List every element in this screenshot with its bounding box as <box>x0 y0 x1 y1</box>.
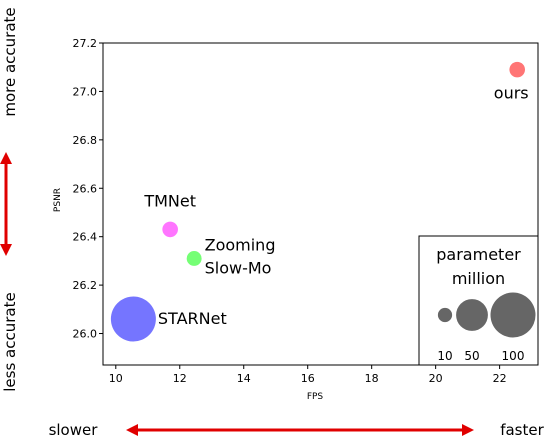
x-tick-label: 16 <box>301 372 315 385</box>
point-label: STARNet <box>158 309 227 328</box>
size-legend-label: 10 <box>437 349 452 363</box>
horizontal-arrow-head-left <box>126 424 138 436</box>
y-tick-label: 26.4 <box>73 231 98 244</box>
horizontal-arrow-head-right <box>462 424 474 436</box>
size-legend-bubble <box>437 307 453 323</box>
faster-label: faster <box>500 421 544 436</box>
data-point-starnet <box>110 296 156 342</box>
y-tick-label: 26.8 <box>73 134 98 147</box>
plot-area: 10 12 14 16 18 20 22 26.0 26.2 26.4 26.6 26.8 27.0 27… <box>73 37 539 385</box>
x-tick-label: 10 <box>109 372 123 385</box>
slower-label: slower <box>49 421 99 436</box>
x-tick-label: 14 <box>237 372 251 385</box>
direction-arrows <box>0 152 474 436</box>
x-tick-label: 12 <box>173 372 187 385</box>
axes-frame <box>102 42 539 366</box>
size-legend-label: 100 <box>502 349 525 363</box>
more-accurate-label: more accurate <box>1 7 19 116</box>
point-label: ours <box>494 84 529 103</box>
size-legend-bubble <box>490 292 536 338</box>
data-point-zooming <box>186 251 202 266</box>
vertical-arrow-head-down <box>0 244 12 256</box>
y-axis-title: PSNR <box>53 188 63 212</box>
point-label: Slow-Mo <box>205 258 272 277</box>
x-tick-label: 18 <box>365 372 379 385</box>
size-legend-title: million <box>452 269 505 288</box>
x-axis-title: FPS <box>307 392 324 402</box>
point-label: Zooming <box>205 235 276 254</box>
vertical-arrow-head-up <box>0 152 12 164</box>
y-tick-label: 27.2 <box>73 37 98 50</box>
y-tick-label: 26.0 <box>73 328 98 341</box>
y-tick-label: 26.2 <box>73 279 98 292</box>
y-tick-label: 27.0 <box>73 85 98 98</box>
x-tick-label: 22 <box>493 372 507 385</box>
point-label: TMNet <box>143 191 196 210</box>
size-legend-title: parameter <box>436 245 521 264</box>
less-accurate-label: less accurate <box>1 292 19 391</box>
data-point-ours <box>509 61 526 78</box>
y-tick-label: 26.6 <box>73 182 98 195</box>
data-point-tmnet <box>162 221 178 238</box>
size-legend-bubble <box>456 299 488 331</box>
size-legend-label: 50 <box>464 349 479 363</box>
x-tick-label: 20 <box>429 372 443 385</box>
